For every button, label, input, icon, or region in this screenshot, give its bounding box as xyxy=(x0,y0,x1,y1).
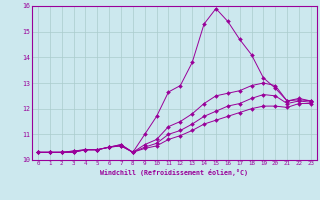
X-axis label: Windchill (Refroidissement éolien,°C): Windchill (Refroidissement éolien,°C) xyxy=(100,169,248,176)
